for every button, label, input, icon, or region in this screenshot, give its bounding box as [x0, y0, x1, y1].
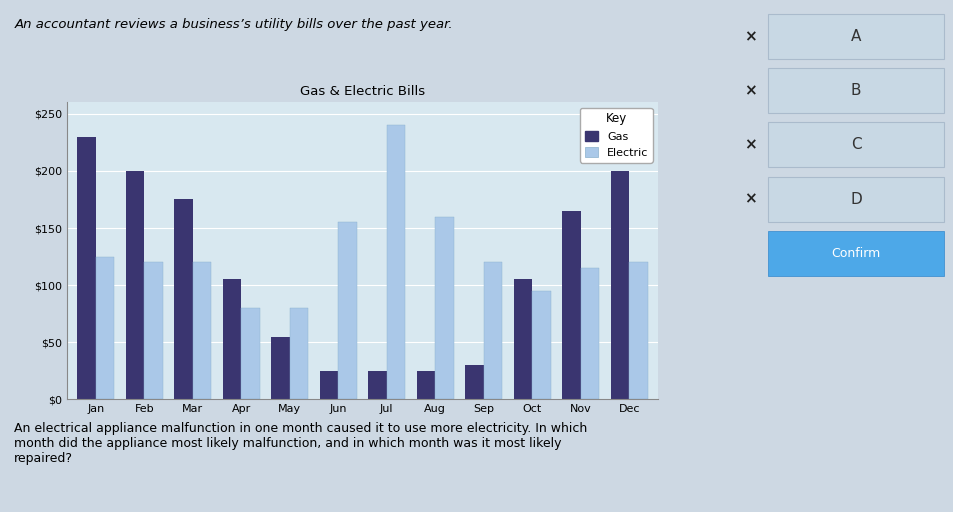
- Bar: [532, 291, 550, 399]
- Text: D: D: [849, 191, 862, 207]
- Bar: [95, 257, 114, 399]
- Bar: [610, 171, 629, 399]
- Text: An electrical appliance malfunction in one month caused it to use more electrici: An electrical appliance malfunction in o…: [14, 422, 587, 465]
- Text: Confirm: Confirm: [831, 247, 880, 260]
- Bar: [386, 125, 405, 399]
- Bar: [368, 371, 386, 399]
- Bar: [561, 211, 580, 399]
- Text: C: C: [850, 137, 861, 153]
- Bar: [435, 217, 454, 399]
- Text: ×: ×: [743, 191, 756, 207]
- Bar: [416, 371, 435, 399]
- Bar: [241, 308, 259, 399]
- Bar: [126, 171, 144, 399]
- Text: ×: ×: [743, 29, 756, 44]
- Bar: [629, 262, 647, 399]
- Text: ×: ×: [743, 137, 756, 153]
- Bar: [580, 268, 598, 399]
- Text: An accountant reviews a business’s utility bills over the past year.: An accountant reviews a business’s utili…: [14, 18, 453, 31]
- Text: B: B: [850, 83, 861, 98]
- Text: A: A: [850, 29, 861, 44]
- Bar: [144, 262, 163, 399]
- Bar: [338, 222, 356, 399]
- Bar: [193, 262, 211, 399]
- Bar: [465, 365, 483, 399]
- Title: Gas & Electric Bills: Gas & Electric Bills: [299, 86, 425, 98]
- Bar: [271, 336, 290, 399]
- Bar: [290, 308, 308, 399]
- Bar: [77, 137, 95, 399]
- Text: ×: ×: [743, 83, 756, 98]
- Bar: [514, 280, 532, 399]
- Bar: [223, 280, 241, 399]
- Legend: Gas, Electric: Gas, Electric: [579, 108, 652, 162]
- Bar: [319, 371, 338, 399]
- Bar: [174, 200, 193, 399]
- Bar: [483, 262, 501, 399]
